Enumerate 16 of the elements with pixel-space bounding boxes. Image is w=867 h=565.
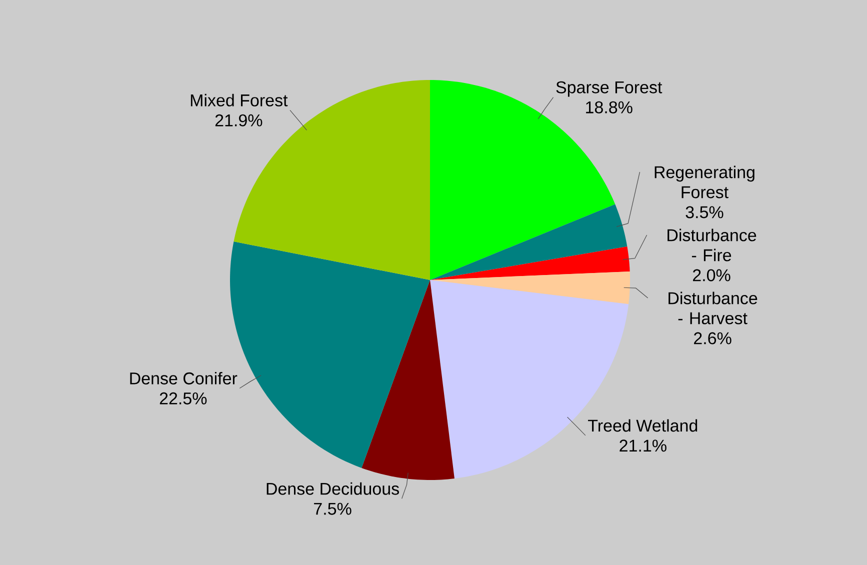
slice-label: Disturbance - Fire xyxy=(668,228,756,262)
slice-label: Disturbance - Harvest xyxy=(668,292,758,324)
slice-label: Treed Wetland xyxy=(588,419,698,432)
slice-label: Sparse Forest xyxy=(556,81,662,97)
data-label: 22.5% xyxy=(160,392,207,404)
data-label: 7.5% xyxy=(314,502,352,515)
data-label: 3.5% xyxy=(686,206,724,218)
slice-label: Mixed Forest xyxy=(190,94,288,106)
data-label: 18.8% xyxy=(586,101,632,114)
slice-label: Regenerating Forest xyxy=(654,166,754,198)
slice-label: Dense Conifer xyxy=(130,372,238,384)
data-label: 2.0% xyxy=(693,269,730,282)
data-label: 21.1% xyxy=(620,440,666,452)
data-label: 2.6% xyxy=(694,332,732,344)
slice-label: Dense Deciduous xyxy=(266,482,399,495)
data-label: 21.9% xyxy=(215,114,262,126)
